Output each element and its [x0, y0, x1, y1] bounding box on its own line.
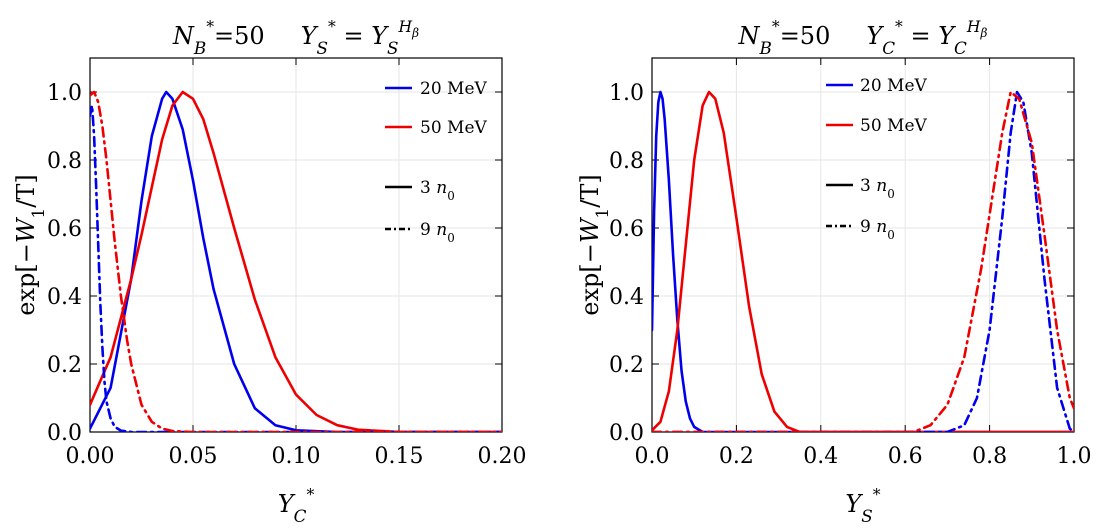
y-tick-label: 0.8	[609, 149, 644, 174]
x-tick-label: 0.15	[375, 444, 424, 469]
x-axis-label: YS*	[845, 486, 880, 526]
x-tick-label: 0.6	[888, 444, 923, 469]
series-line-2	[90, 90, 502, 432]
y-tick-label: 0.0	[47, 421, 82, 446]
chart-title: NB*=50 YS* = YSHβ	[172, 18, 419, 58]
x-tick-label: 0.4	[803, 444, 838, 469]
y-tick-label: 0.0	[609, 421, 644, 446]
series-line-1	[90, 90, 502, 432]
legend-label: 50 MeV	[860, 116, 928, 136]
y-tick-label: 0.8	[47, 149, 82, 174]
y-tick-label: 0.4	[47, 285, 82, 310]
legend-item: 3 n0	[826, 176, 895, 201]
y-tick-label: 1.0	[47, 81, 82, 106]
x-tick-label: 0.2	[719, 444, 754, 469]
y-tick-label: 0.2	[47, 353, 82, 378]
x-tick-label: 0.0	[635, 444, 670, 469]
legend-item: 9 n0	[385, 220, 455, 245]
series-line-3	[90, 104, 502, 432]
legend-label: 9 n0	[420, 220, 455, 245]
legend-label: 20 MeV	[860, 76, 928, 96]
series-group	[652, 90, 1074, 432]
chart-2: 0.0 0.2 0.4 0.6 0.8 1.0 0.0 0.2 0.4 0.6 0.8 1.0 20 M…	[576, 18, 1092, 526]
y-axis-label: exp[−W1/T]	[12, 174, 48, 315]
series-line-4	[652, 90, 1074, 432]
series-line-4	[90, 90, 502, 432]
legend-label: 9 n0	[860, 217, 895, 242]
series-line-1	[652, 90, 1074, 432]
legend-label: 3 n0	[860, 176, 895, 201]
legend-item: 50 MeV	[385, 118, 488, 138]
legend-item: 9 n0	[826, 217, 895, 242]
series-line-3	[652, 90, 1074, 432]
x-tick-label: 1.0	[1057, 444, 1092, 469]
x-tick-label: 0.00	[66, 444, 115, 469]
legend-label: 3 n0	[420, 178, 455, 203]
x-tick-label: 0.20	[478, 444, 527, 469]
plot-frame	[651, 57, 1075, 433]
y-axis-label: exp[−W1/T]	[576, 174, 612, 315]
y-tick-label: 0.4	[609, 285, 644, 310]
x-tick-label: 0.05	[169, 444, 218, 469]
legend-item: 20 MeV	[826, 76, 928, 96]
x-axis-label: YC*	[278, 486, 315, 526]
y-tick-label: 0.6	[47, 217, 82, 242]
y-tick-label: 0.2	[609, 353, 644, 378]
legend-item: 3 n0	[385, 178, 455, 203]
series-group	[90, 90, 502, 432]
x-tick-label: 0.8	[972, 444, 1007, 469]
legend-label: 50 MeV	[420, 118, 488, 138]
legend-item: 20 MeV	[385, 79, 488, 99]
x-tick-label: 0.10	[272, 444, 321, 469]
y-tick-label: 0.6	[609, 217, 644, 242]
legend-item: 50 MeV	[826, 116, 928, 136]
series-line-2	[652, 90, 1074, 432]
y-tick-label: 1.0	[609, 81, 644, 106]
chart-title: NB*=50 YC* = YCHβ	[738, 18, 988, 58]
chart-1: 0.00 0.05 0.10 0.15 0.20 0.0 0.2 0.4 0.6 0.8 1.0 20…	[12, 18, 526, 526]
legend-label: 20 MeV	[420, 79, 488, 99]
